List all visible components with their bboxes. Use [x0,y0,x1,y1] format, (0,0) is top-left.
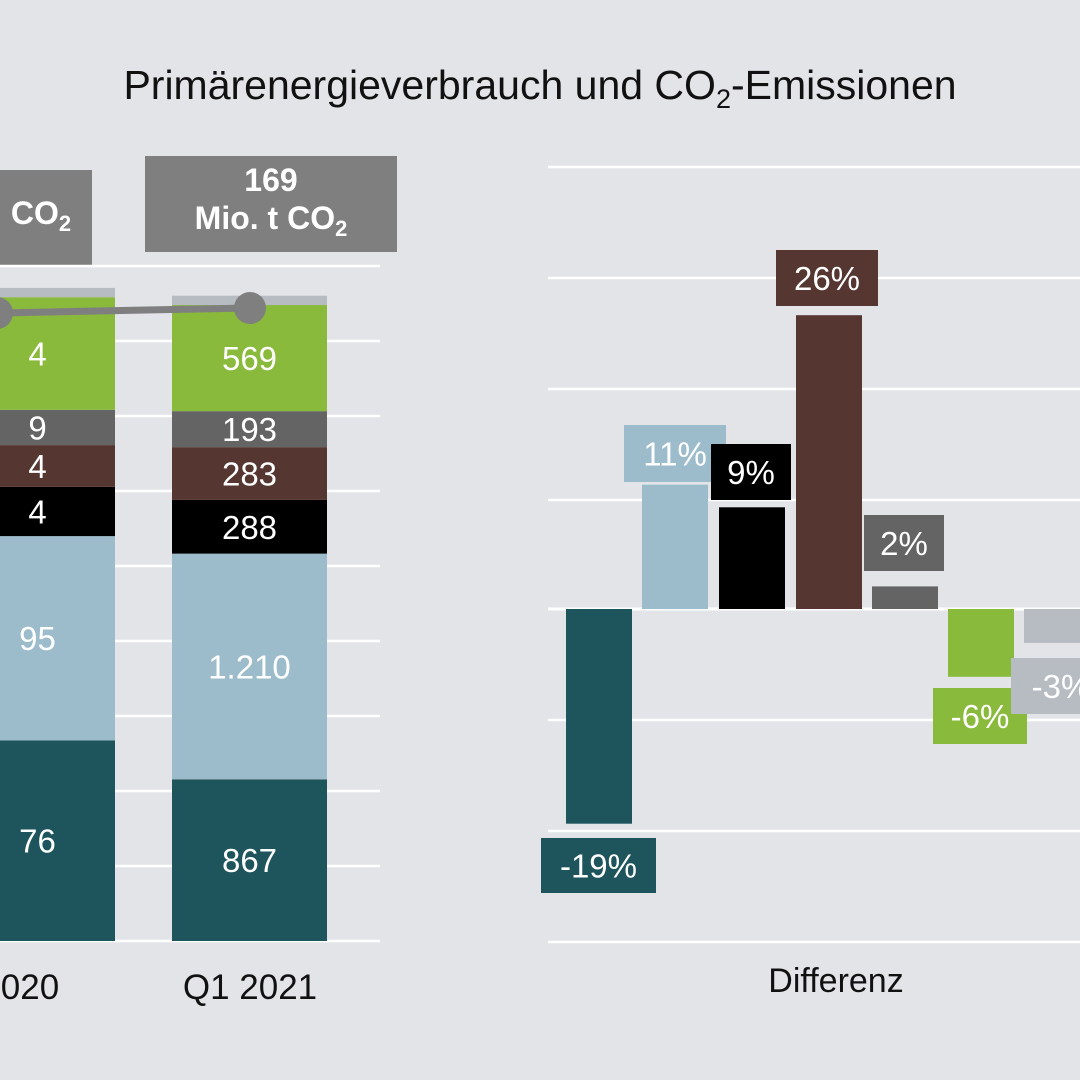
difference-label: 26% [794,260,860,297]
difference-label: 2% [880,525,928,562]
stack-label: 288 [222,509,277,546]
co2-line [0,292,266,329]
xlabel-q1-2021: Q1 2021 [182,968,318,1007]
stack-segment-kernenergie [0,409,115,446]
co2-box-left: CO2 [0,170,92,266]
difference-label-box [624,425,726,482]
co2-box-right-value: 169 [244,161,298,198]
difference-label: 9% [727,454,775,491]
co2-box-left-unit: CO2 [10,194,72,236]
stack-segment-mineraloel [0,536,115,741]
stack-segment-steinkohle [172,499,327,554]
difference-label-box [711,444,791,500]
difference-bar-erneuerbare [948,609,1014,677]
stack-label: 1.210 [208,648,291,685]
stack-label: 95 [19,620,56,657]
xlabel-2020: 020 [0,968,60,1007]
co2-box-right: 169 Mio. t CO2 [145,156,397,252]
stack-label: 867 [222,842,277,879]
stack-segment-kernenergie [172,411,327,448]
difference-label: -3% [1032,668,1080,705]
title-main: Primärenergieverbrauch und CO [123,62,716,108]
difference-bar-erdgas [796,315,862,609]
difference-label: -6% [951,698,1010,735]
stack-label: 76 [19,823,56,860]
stack-segment-mineraloel [172,553,327,780]
difference-label-box [1011,658,1080,714]
right-difference-bars: -19% 11% 9% 26% 2% -6% -3% [541,250,1080,893]
stack-label: 4 [28,336,46,373]
stack-segment-steinkohle [0,486,115,537]
stack-label: 9 [28,409,46,446]
stack-label: 4 [28,493,46,530]
stack-label: 283 [222,456,277,493]
stack-segment-erdgas [0,445,115,487]
chart-title: Primärenergieverbrauch und CO2-Emissione… [0,62,1080,115]
title-subscript: 2 [715,84,731,114]
stack-label: 569 [222,340,277,377]
title-tail: -Emissionen [730,62,957,108]
difference-bar-kernenergie [872,586,938,609]
stack-segment-braunkohle [172,779,327,941]
co2-point [0,297,13,329]
difference-bar-sonstige [1024,609,1080,643]
difference-label-box [776,250,878,306]
stack-segment-erdgas [172,447,327,500]
stack-label: 193 [222,411,277,448]
co2-box-right-unit: Mio. t CO2 [194,199,348,241]
co2-point [234,292,266,324]
difference-label: -19% [560,848,637,885]
co2-line-segment [0,304,251,317]
xlabel-differenz: Differenz [768,962,904,1000]
difference-label-box [541,838,656,893]
difference-label: 11% [643,436,707,473]
difference-bar-braunkohle [566,609,632,824]
stack-segment-braunkohle [0,740,115,941]
difference-label-box [864,515,944,571]
stack-segment-sonstige [0,287,115,298]
difference-bar-steinkohle [719,507,785,609]
difference-bar-mineraloel [642,484,708,609]
stack-label: 4 [28,448,46,485]
